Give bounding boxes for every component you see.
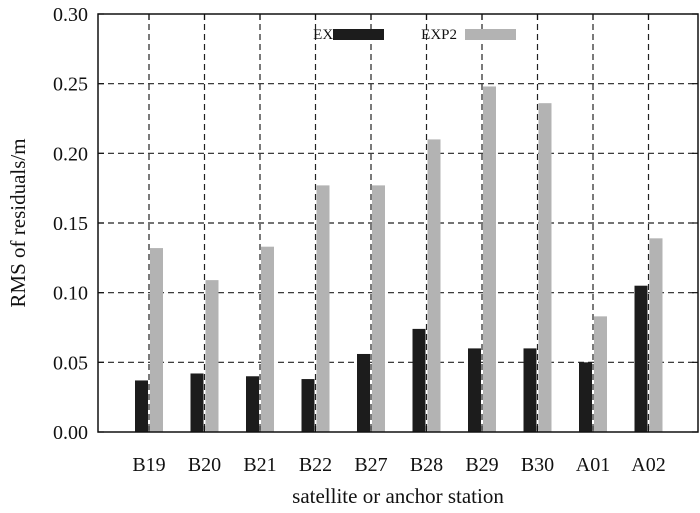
x-tick-label: B29	[465, 454, 498, 476]
x-tick-label: B27	[354, 454, 387, 476]
grid-lines	[98, 14, 698, 432]
x-tick-label: B28	[410, 454, 443, 476]
bar-exp2-b27	[372, 185, 385, 432]
bar-exp2-b19	[150, 248, 163, 432]
x-tick-label: B30	[521, 454, 554, 476]
bar-exp2-b30	[538, 103, 552, 432]
bar-exp1-b29	[468, 348, 481, 432]
bar-exp1-b19	[135, 380, 148, 432]
y-axis-title: RMS of residuals/m	[6, 138, 30, 307]
bar-exp1-a01	[579, 362, 592, 432]
bar-exp1-b28	[412, 328, 426, 432]
x-tick-label: B20	[188, 454, 221, 476]
tick-marks	[98, 13, 698, 433]
x-tick-label: B19	[132, 454, 165, 476]
x-axis-title: satellite or anchor station	[292, 484, 504, 508]
legend-swatch-exp1	[333, 29, 384, 40]
bar-exp1-b21	[246, 376, 259, 432]
y-tick-label: 0.10	[53, 283, 88, 305]
bar-exp1-b22	[301, 379, 315, 432]
y-tick-label: 0.15	[53, 213, 88, 235]
bar-exp2-b20	[205, 280, 219, 432]
y-tick-label: 0.25	[53, 74, 88, 96]
x-tick-labels: B19 B20 B21 B22 B27 B28 B29 B30 A01 A02	[132, 454, 665, 476]
bar-exp2-a02	[649, 238, 663, 432]
bars	[135, 86, 663, 432]
legend-swatch-exp2	[465, 29, 516, 40]
x-tick-label: A02	[631, 454, 665, 476]
bar-exp1-b27	[357, 353, 370, 432]
bar-exp2-a01	[594, 316, 607, 432]
bar-exp2-b29	[483, 86, 496, 432]
x-tick-label: A01	[576, 454, 610, 476]
bar-exp1-a02	[634, 285, 648, 432]
bar-exp1-b30	[523, 348, 537, 432]
legend-label-exp2: EXP2	[421, 27, 457, 43]
bar-exp2-b28	[427, 139, 441, 432]
x-tick-label: B22	[299, 454, 332, 476]
y-tick-labels: 0.00 0.05 0.10 0.15 0.20 0.25 0.30	[53, 4, 88, 444]
y-tick-label: 0.00	[53, 422, 88, 444]
y-tick-label: 0.05	[53, 352, 88, 374]
x-tick-label: B21	[243, 454, 276, 476]
legend: EXP1 EXP2	[313, 27, 516, 43]
y-tick-label: 0.20	[53, 143, 88, 165]
bar-exp2-b21	[261, 246, 274, 432]
y-tick-label: 0.30	[53, 4, 88, 26]
bar-exp1-b20	[190, 373, 204, 432]
bar-exp2-b22	[316, 185, 330, 432]
